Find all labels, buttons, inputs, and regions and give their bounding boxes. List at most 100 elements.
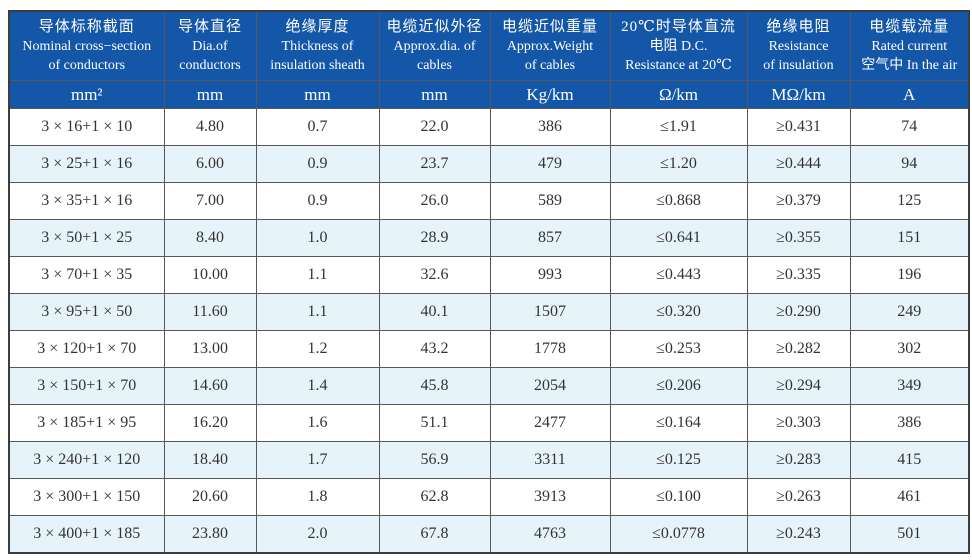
cell: 3311: [489, 441, 611, 479]
cell: ≤1.20: [609, 145, 748, 183]
cell: 3 × 185+1 × 95: [8, 404, 165, 442]
table-row: 3 × 300+1 × 150 20.60 1.8 62.8 3913 ≤0.100 ≥0.…: [8, 478, 970, 516]
header-en: insulation sheath: [270, 58, 365, 73]
cell: ≥0.263: [746, 478, 851, 516]
cell: 3 × 16+1 × 10: [8, 108, 165, 146]
cell: ≥0.431: [746, 108, 851, 146]
header-en: of conductors: [48, 58, 126, 73]
cell: 1.1: [255, 256, 380, 294]
unit-header: mm: [378, 80, 491, 109]
cell: ≥0.282: [746, 330, 851, 368]
cell: 125: [849, 182, 970, 220]
cell: 2477: [489, 404, 611, 442]
cell: 0.9: [255, 145, 380, 183]
cell: 196: [849, 256, 970, 294]
cell: 1.8: [255, 478, 380, 516]
cell: 20.60: [163, 478, 257, 516]
cell: 6.00: [163, 145, 257, 183]
header-en: Thickness of: [281, 39, 354, 54]
cell: 16.20: [163, 404, 257, 442]
table-row: 3 × 185+1 × 95 16.20 1.6 51.1 2477 ≤0.164 ≥0.3…: [8, 404, 970, 442]
cell: 10.00: [163, 256, 257, 294]
cell: 56.9: [378, 441, 491, 479]
cell: 67.8: [378, 515, 491, 554]
cell: 51.1: [378, 404, 491, 442]
cell: ≤0.100: [609, 478, 748, 516]
header-row: 导体标称截面 Nominal cross−section of conducto…: [8, 10, 970, 81]
cell: ≥0.294: [746, 367, 851, 405]
header-en: Nominal cross−section: [22, 39, 152, 54]
unit-header: MΩ/km: [746, 80, 851, 109]
table-row: 3 × 16+1 × 10 4.80 0.7 22.0 386 ≤1.91 ≥0.431 74: [8, 108, 970, 146]
cell: 1.7: [255, 441, 380, 479]
header-zh: 绝缘电阻: [766, 19, 831, 35]
cell: ≤0.641: [609, 219, 748, 257]
unit-header: A: [849, 80, 970, 109]
cell: 2.0: [255, 515, 380, 554]
table-row: 3 × 150+1 × 70 14.60 1.4 45.8 2054 ≤0.206 ≥0.2…: [8, 367, 970, 405]
cell: 479: [489, 145, 611, 183]
column-header-dc-resistance: 20℃时导体直流 电阻 D.C. Resistance at 20℃: [609, 10, 748, 81]
cell: 13.00: [163, 330, 257, 368]
table-row: 3 × 25+1 × 16 6.00 0.9 23.7 479 ≤1.20 ≥0.444 94: [8, 145, 970, 183]
cell: 3 × 70+1 × 35: [8, 256, 165, 294]
unit-row: mm² mm mm mm Kg/km Ω/km MΩ/km A: [8, 80, 970, 109]
cell: 28.9: [378, 219, 491, 257]
cell: 1778: [489, 330, 611, 368]
cell: ≤0.164: [609, 404, 748, 442]
header-en: Approx.Weight: [506, 39, 594, 54]
cell: 3 × 50+1 × 25: [8, 219, 165, 257]
table-row: 3 × 120+1 × 70 13.00 1.2 43.2 1778 ≤0.253 ≥0.2…: [8, 330, 970, 368]
cell: 26.0: [378, 182, 491, 220]
cell: 14.60: [163, 367, 257, 405]
cell: 23.7: [378, 145, 491, 183]
table-header: 导体标称截面 Nominal cross−section of conducto…: [8, 10, 970, 109]
cell: 18.40: [163, 441, 257, 479]
unit-header: mm: [163, 80, 257, 109]
column-header-approx-weight: 电缆近似重量 Approx.Weight of cables: [489, 10, 611, 81]
column-header-rated-current: 电缆载流量 Rated current 空气中 In the air: [849, 10, 970, 81]
cell: 3 × 95+1 × 50: [8, 293, 165, 331]
header-en: 电阻 D.C.: [649, 39, 708, 54]
cell: 0.7: [255, 108, 380, 146]
unit-header: Ω/km: [609, 80, 748, 109]
cell: 7.00: [163, 182, 257, 220]
cell: 2054: [489, 367, 611, 405]
cell: 249: [849, 293, 970, 331]
cell: 3 × 240+1 × 120: [8, 441, 165, 479]
header-en: conductors: [179, 58, 241, 73]
cell: 415: [849, 441, 970, 479]
column-header-insulation-resistance: 绝缘电阻 Resistance of insulation: [746, 10, 851, 81]
cell: 993: [489, 256, 611, 294]
cell: 23.80: [163, 515, 257, 554]
cable-spec-table: 导体标称截面 Nominal cross−section of conducto…: [8, 10, 970, 554]
header-en: cables: [417, 58, 452, 73]
column-header-approx-dia: 电缆近似外径 Approx.dia. of cables: [378, 10, 491, 81]
table-row: 3 × 400+1 × 185 23.80 2.0 67.8 4763 ≤0.0778 ≥0…: [8, 515, 970, 554]
cell: 4763: [489, 515, 611, 554]
cell: 386: [489, 108, 611, 146]
cell: 62.8: [378, 478, 491, 516]
cell: 1.0: [255, 219, 380, 257]
cell: 1.4: [255, 367, 380, 405]
cell: 857: [489, 219, 611, 257]
table-row: 3 × 35+1 × 16 7.00 0.9 26.0 589 ≤0.868 ≥0.379 1…: [8, 182, 970, 220]
cell: 8.40: [163, 219, 257, 257]
cell: ≤0.868: [609, 182, 748, 220]
header-zh: 电缆近似重量: [501, 19, 598, 35]
cell: 0.9: [255, 182, 380, 220]
cell: 3 × 300+1 × 150: [8, 478, 165, 516]
cell: ≥0.283: [746, 441, 851, 479]
table-row: 3 × 70+1 × 35 10.00 1.1 32.6 993 ≤0.443 ≥0.335…: [8, 256, 970, 294]
cell: ≤0.443: [609, 256, 748, 294]
cell: 43.2: [378, 330, 491, 368]
cell: 4.80: [163, 108, 257, 146]
header-zh: 电缆近似外径: [386, 19, 483, 35]
header-zh: 导体直径: [177, 19, 242, 35]
header-en: Resistance: [768, 39, 829, 54]
cell: ≤0.206: [609, 367, 748, 405]
cell: ≤0.125: [609, 441, 748, 479]
cell: 3 × 35+1 × 16: [8, 182, 165, 220]
table-row: 3 × 50+1 × 25 8.40 1.0 28.9 857 ≤0.641 ≥0.355 1…: [8, 219, 970, 257]
cell: 151: [849, 219, 970, 257]
